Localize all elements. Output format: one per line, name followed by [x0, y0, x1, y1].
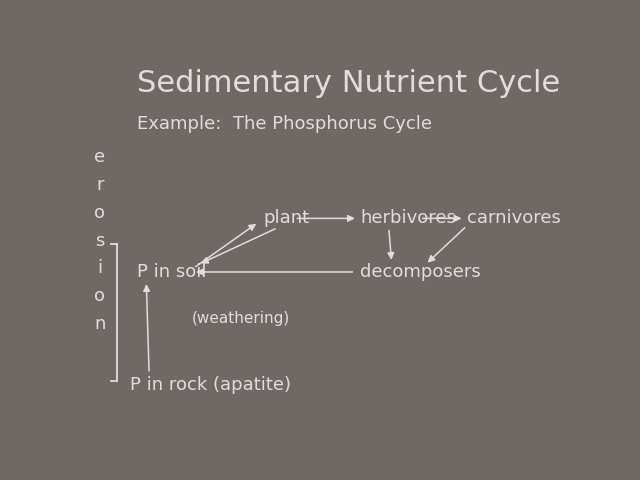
Text: P in soil: P in soil [137, 263, 207, 281]
Text: herbivores: herbivores [360, 209, 456, 228]
Text: s: s [95, 231, 104, 250]
Text: P in rock (apatite): P in rock (apatite) [129, 376, 291, 394]
Text: o: o [94, 204, 106, 222]
Text: o: o [94, 287, 106, 305]
Text: (weathering): (weathering) [191, 311, 290, 325]
Text: n: n [94, 315, 106, 333]
Text: plant: plant [264, 209, 310, 228]
Text: r: r [96, 176, 104, 194]
Text: e: e [94, 148, 106, 167]
Text: Sedimentary Nutrient Cycle: Sedimentary Nutrient Cycle [137, 69, 560, 98]
Text: decomposers: decomposers [360, 263, 481, 281]
Text: i: i [97, 259, 102, 277]
Text: Example:  The Phosphorus Cycle: Example: The Phosphorus Cycle [137, 115, 432, 133]
Text: carnivores: carnivores [467, 209, 561, 228]
